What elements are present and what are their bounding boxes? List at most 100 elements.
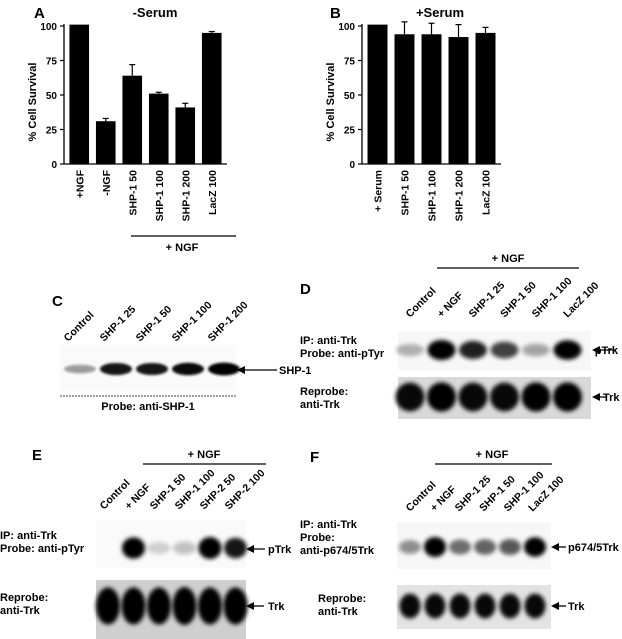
blot-d-ip-label: IP: anti-Trk — [300, 335, 358, 347]
chart-a-category-label: +NGF — [74, 169, 86, 198]
chart-a-category-label: -NGF — [101, 169, 113, 195]
panel-a: A -Serum % Cell Survival 0 25 50 75 100 +NGF -… — [27, 5, 236, 254]
blot-d-reprobe-band — [458, 382, 488, 412]
blot-f-band — [499, 539, 521, 555]
blot-d-reprobe-antibody: anti-Trk — [300, 399, 341, 411]
panel-letter-e: E — [32, 447, 42, 464]
panel-letter-b: B — [330, 5, 341, 22]
blot-e-reprobe-bands — [96, 587, 248, 625]
blot-d-band — [459, 340, 487, 360]
blot-f-band — [424, 537, 446, 557]
chart-a-category-label: LacZ 100 — [207, 170, 219, 215]
blot-d-band — [396, 343, 424, 357]
chart-a-y-tick-label: 0 — [51, 160, 57, 171]
blot-d-reprobe-band — [427, 382, 456, 412]
blot-d-reprobe-band — [521, 382, 551, 412]
blot-c-bands — [64, 362, 240, 376]
blot-e-band — [173, 541, 196, 555]
blot-e-band — [198, 537, 222, 559]
blot-f-reprobe-band — [474, 593, 496, 619]
blot-e-reprobe-band — [172, 587, 197, 625]
blot-e-reprobe-arrow-head — [246, 602, 254, 610]
blot-f-group-label: + NGF — [476, 449, 509, 461]
blot-c-band — [136, 362, 168, 376]
blot-d-reprobe-band — [490, 382, 519, 412]
chart-a-bar — [201, 32, 222, 165]
chart-b-y-tick-label: 0 — [349, 160, 355, 171]
blot-e-probe-label: Probe: anti-pTyr — [0, 543, 85, 555]
blot-f-reprobe-band-label: Trk — [568, 601, 585, 613]
blot-f-reprobe-band — [524, 593, 546, 619]
chart-b-bar — [475, 32, 496, 165]
chart-a-bar — [175, 107, 196, 164]
blot-d-group-label: + NGF — [492, 253, 525, 265]
chart-b-bar — [421, 34, 442, 164]
blot-e-band — [122, 537, 145, 559]
blot-f-band — [474, 539, 496, 555]
blot-e-reprobe-band-label: Trk — [268, 601, 285, 613]
blot-f-band-label: p674/5Trk — [568, 542, 620, 554]
chart-b-y-tick-label: 75 — [344, 57, 356, 68]
chart-b-y-tick-label: 100 — [338, 22, 355, 33]
chart-b-plot: 0 25 50 75 100 + Serum SHP-1 50 SHP-1 100 SHP-1 … — [338, 21, 501, 222]
panel-letter-c: C — [52, 293, 63, 310]
chart-b-bar — [367, 24, 388, 165]
blot-d-lane-label: + NGF — [435, 289, 466, 320]
blot-d-reprobe-bands — [395, 382, 582, 412]
panel-letter-f: F — [310, 449, 319, 466]
blot-f-arrow-head — [551, 543, 559, 551]
blot-f-reprobe-band — [399, 593, 421, 619]
blot-c-band — [172, 362, 204, 376]
chart-b-y-tick-label: 25 — [344, 126, 356, 137]
blot-f-reprobe-arrow-head — [551, 602, 559, 610]
blot-e-reprobe-antibody: anti-Trk — [0, 605, 41, 617]
blot-f-probe-label: Probe: — [300, 532, 335, 544]
chart-b-category-label: LacZ 100 — [481, 170, 493, 215]
chart-b-category-label: SHP-1 200 — [454, 170, 466, 222]
panel-letter-d: D — [300, 281, 311, 298]
blot-d-probe-label: Probe: anti-pTyr — [300, 348, 385, 360]
blot-e-arrow-head — [246, 545, 254, 553]
chart-a-y-tick-label: 50 — [46, 91, 58, 102]
blot-f-band — [399, 540, 421, 554]
chart-a-title: -Serum — [133, 5, 178, 20]
blot-d-reprobe-label: Reprobe: — [300, 386, 348, 398]
blot-e-band — [224, 537, 247, 559]
blot-c-band-label: SHP-1 — [279, 365, 311, 377]
blot-c-lane-label: SHP-1 50 — [134, 303, 175, 344]
blot-d-reprobe-band-label: Trk — [603, 392, 620, 404]
blot-f-probe-antibody: anti-p674/5Trk — [300, 545, 375, 557]
blot-d-reprobe-band — [395, 382, 425, 412]
chart-b-y-tick-label: 50 — [344, 91, 356, 102]
blot-e-bands — [122, 537, 247, 559]
blot-d-band — [427, 340, 456, 360]
chart-a-y-tick-label: 25 — [46, 126, 58, 137]
blot-e-band — [147, 541, 171, 555]
blot-c-lane-label: Control — [62, 309, 97, 344]
blot-d-arrow-head — [592, 346, 600, 354]
chart-b-bar — [448, 37, 469, 164]
blot-d-band — [490, 341, 519, 359]
blot-d-lane-label: Control — [404, 285, 439, 320]
chart-a-category-label: SHP-1 100 — [154, 170, 166, 222]
chart-a-y-tick-label: 75 — [46, 57, 58, 68]
chart-a-category-label: SHP-1 50 — [127, 170, 139, 216]
blot-e-group-label: + NGF — [188, 449, 221, 461]
chart-a-bar — [148, 93, 169, 164]
blot-e-reprobe-band — [147, 587, 171, 625]
chart-a-bar — [69, 24, 90, 165]
blot-f-band — [449, 539, 471, 555]
blot-f-reprobe-antibody: anti-Trk — [318, 606, 359, 618]
blot-e-reprobe-band — [223, 587, 248, 625]
blot-e-membrane — [96, 520, 246, 568]
blot-c-band — [100, 362, 132, 376]
blot-f-reprobe-band — [424, 593, 446, 619]
blot-e-reprobe-label: Reprobe: — [0, 592, 48, 604]
blot-f-reprobe-bands — [399, 593, 546, 619]
